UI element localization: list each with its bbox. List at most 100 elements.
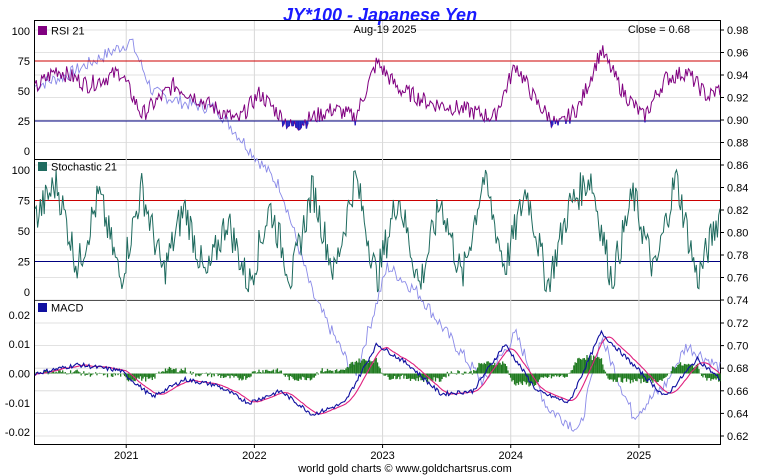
macd-histogram-bar: [631, 373, 633, 381]
macd-histogram-bar: [272, 369, 275, 374]
macd-histogram-bar: [455, 373, 458, 375]
macd-histogram-bar: [594, 356, 596, 374]
price-tick-label: 0.64: [727, 408, 748, 420]
stochastic-panel: [34, 168, 721, 293]
macd-histogram-bar: [324, 371, 326, 374]
macd-histogram-bar: [426, 373, 429, 383]
macd-histogram-bar: [276, 368, 279, 374]
oversold-fill: [569, 121, 571, 124]
macd-histogram-bar: [542, 373, 545, 378]
price-tick-label: 0.62: [727, 431, 748, 443]
macd-histogram-bar: [143, 373, 146, 377]
macd-histogram-bar: [58, 370, 60, 374]
macd-histogram-bar: [80, 373, 82, 376]
macd-histogram-bar: [162, 371, 164, 374]
oversold-fill: [282, 121, 284, 127]
macd-histogram-bar: [337, 371, 339, 374]
macd-histogram-bar: [63, 372, 65, 374]
macd-histogram-bar: [375, 357, 377, 374]
macd-histogram-bar: [386, 373, 388, 375]
rsi-legend-label: RSI 21: [51, 26, 85, 38]
macd-histogram-bar: [334, 370, 337, 374]
macd-histogram-bar: [571, 369, 574, 374]
price-tick-label: 0.68: [727, 363, 748, 375]
macd-histogram-bar: [562, 373, 564, 377]
macd-histogram-bar: [286, 373, 288, 375]
macd-histogram-bar: [46, 369, 48, 374]
macd-histogram-bar: [77, 371, 80, 374]
macd-histogram-bar: [274, 372, 276, 374]
macd-histogram-bar: [251, 371, 254, 374]
macd-histogram-bar: [295, 373, 297, 380]
macd-histogram-bar: [84, 373, 86, 376]
macd-histogram-bar: [247, 373, 250, 378]
macd-histogram-bar: [545, 373, 547, 378]
macd-histogram-bar: [359, 362, 362, 374]
macd-histogram-bar: [250, 373, 252, 377]
macd-histogram-bar: [149, 373, 151, 379]
macd-histogram-bar: [365, 360, 367, 374]
macd-histogram-bar: [440, 373, 442, 382]
macd-histogram-bar: [308, 373, 310, 379]
price-tick-label: 0.94: [727, 70, 748, 82]
macd-histogram-bar: [338, 370, 340, 374]
macd-histogram-bar: [599, 358, 601, 374]
macd-histogram-bar: [532, 373, 534, 384]
macd-histogram-bar: [691, 365, 694, 374]
macd-histogram-bar: [429, 373, 431, 381]
macd-histogram-bar: [470, 370, 472, 374]
x-tick-label: 2023: [370, 450, 394, 462]
price-tick-label: 0.90: [727, 115, 748, 127]
macd-histogram-bar: [577, 358, 579, 374]
macd-histogram-bar: [442, 373, 445, 377]
price-tick-label: 0.80: [727, 228, 748, 240]
macd-histogram-bar: [199, 373, 201, 377]
macd-histogram-bar: [56, 372, 59, 374]
macd-histogram-bar: [220, 373, 222, 378]
macd-histogram-bar: [619, 373, 621, 378]
macd-histogram-bar: [519, 373, 521, 382]
macd-histogram-bar: [689, 364, 691, 374]
macd-histogram-bar: [702, 373, 704, 378]
axes: 100 75 50 25 0 100 75 50 25 0 0.02 0.01 0.00 -0.01 -0.…: [5, 25, 749, 462]
macd-histogram-bar: [208, 373, 210, 375]
oversold-fill: [292, 121, 294, 126]
macd-histogram-bar: [625, 373, 628, 382]
macd-histogram-bar: [291, 373, 293, 378]
macd-histogram-bar: [513, 373, 516, 385]
macd-histogram-bar: [569, 372, 571, 374]
macd-histogram-bar: [185, 372, 188, 374]
y-tick-label: 0: [24, 287, 30, 299]
macd-histogram-bar: [259, 371, 261, 374]
macd-histogram-bar: [566, 373, 568, 377]
macd-histogram-bar: [407, 373, 409, 379]
macd-histogram-bar: [461, 373, 463, 375]
oversold-fill: [307, 121, 309, 125]
macd-histogram-bar: [379, 368, 381, 374]
macd-histogram-bar: [355, 360, 358, 374]
macd-histogram-bar: [288, 373, 290, 381]
macd-histogram-bar: [557, 373, 559, 376]
macd-histogram-bar: [591, 360, 593, 374]
macd-histogram-bar: [480, 363, 483, 374]
macd-histogram-bar: [76, 369, 78, 374]
macd-histogram-bar: [662, 373, 665, 379]
macd-histogram-bar: [206, 373, 209, 377]
oversold-fill: [283, 121, 285, 125]
macd-histogram-bar: [60, 372, 63, 374]
macd-histogram-bar: [85, 373, 88, 375]
macd-histogram-bar: [242, 373, 244, 380]
y-tick-label: 25: [18, 116, 30, 128]
macd-histogram-bar: [598, 357, 600, 374]
macd-histogram-bar: [588, 356, 591, 374]
y-tick-label: 75: [18, 56, 30, 68]
macd-histogram-bar: [268, 371, 271, 374]
oversold-fill: [305, 121, 308, 129]
macd-histogram-bar: [590, 355, 592, 374]
macd-histogram-bar: [170, 367, 172, 374]
macd-histogram-bar: [639, 373, 641, 379]
macd-histogram-bar: [396, 373, 398, 379]
macd-histogram-bar: [458, 371, 460, 374]
macd-histogram-bar: [347, 367, 350, 374]
macd-histogram-bar: [704, 373, 707, 378]
